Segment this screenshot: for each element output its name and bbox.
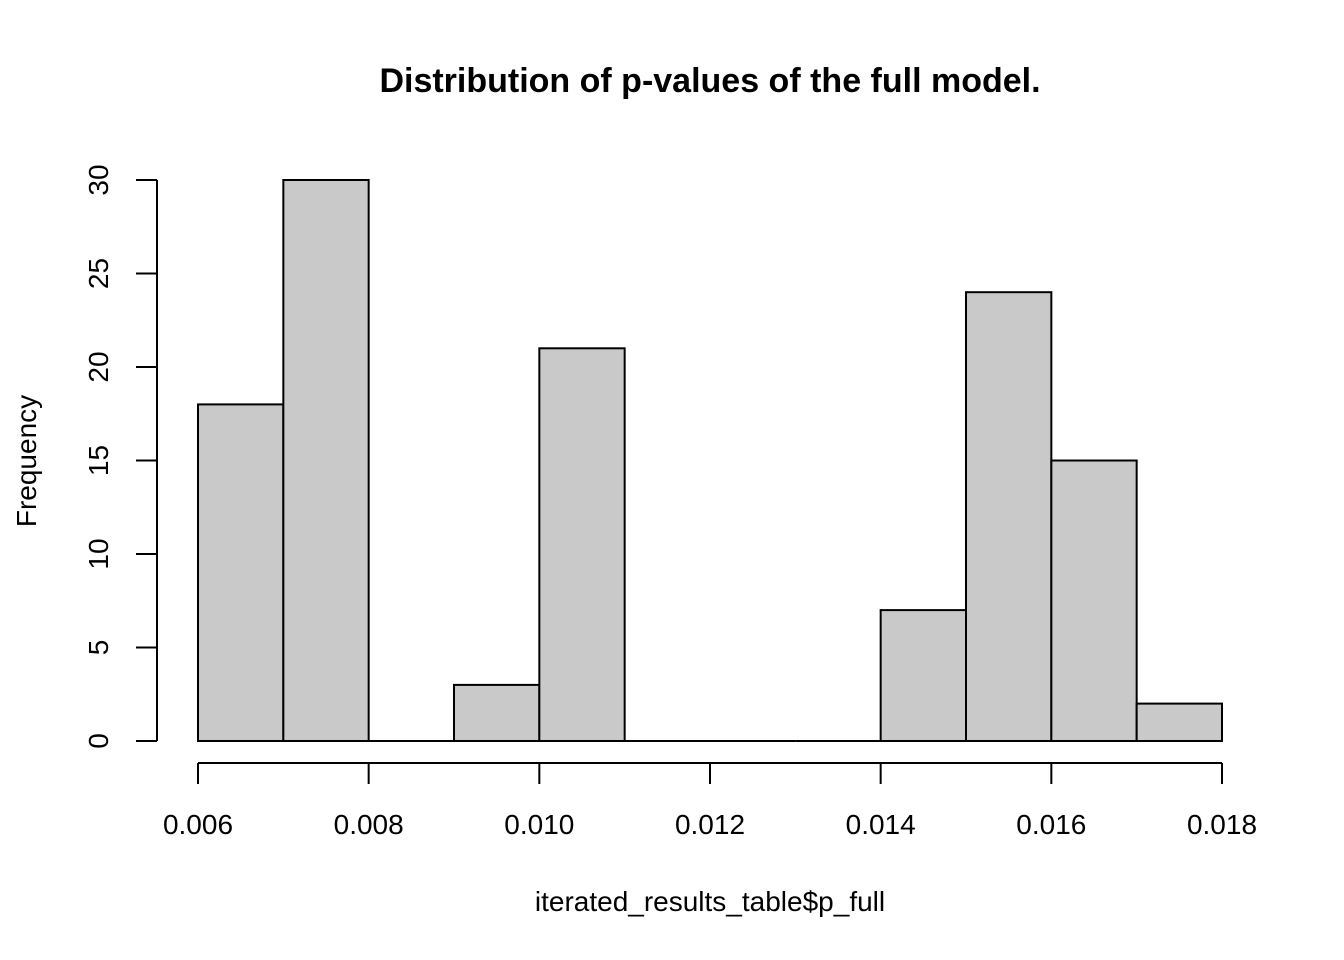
y-tick-label-3: 15 <box>83 445 114 476</box>
y-tick-label-4: 20 <box>83 351 114 382</box>
y-axis: 0 5 10 15 20 25 30 <box>83 164 158 749</box>
y-tick-label-1: 5 <box>83 640 114 656</box>
y-tick-label-5: 25 <box>83 258 114 289</box>
histogram-bar-4 <box>538 347 626 742</box>
bars-group <box>197 179 1223 743</box>
x-tick-label-3: 0.012 <box>675 809 745 840</box>
y-tick-label-6: 30 <box>83 164 114 195</box>
histogram-bar-11 <box>1135 702 1223 742</box>
x-tick-label-2: 0.010 <box>504 809 574 840</box>
x-tick-label-0: 0.006 <box>163 809 233 840</box>
x-tick-label-6: 0.018 <box>1187 809 1257 840</box>
histogram-bar-0 <box>197 403 285 742</box>
y-axis-label: Frequency <box>11 395 42 527</box>
y-tick-label-2: 10 <box>83 538 114 569</box>
histogram-bar-9 <box>965 291 1053 742</box>
histogram-bar-10 <box>1050 459 1138 742</box>
histogram-bar-3 <box>453 683 541 743</box>
x-tick-label-4: 0.014 <box>846 809 916 840</box>
x-tick-label-5: 0.016 <box>1016 809 1086 840</box>
x-axis: 0.006 0.008 0.010 0.012 0.014 0.016 0.018 <box>163 762 1257 840</box>
chart-title: Distribution of p-values of the full mod… <box>379 62 1040 100</box>
histogram-bar-1 <box>282 179 370 742</box>
x-tick-label-1: 0.008 <box>334 809 404 840</box>
histogram-bar-8 <box>879 609 968 742</box>
x-axis-label: iterated_results_table$p_full <box>535 886 885 917</box>
y-tick-label-0: 0 <box>83 733 114 749</box>
